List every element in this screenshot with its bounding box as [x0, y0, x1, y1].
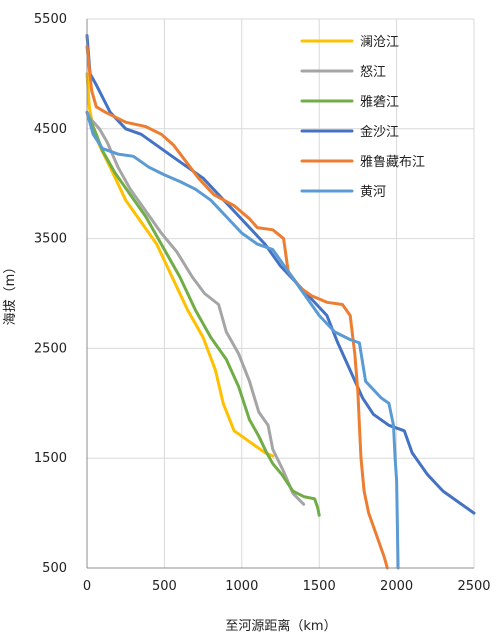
series-line-4	[85, 45, 389, 570]
x-tick-label-3: 1500	[303, 579, 336, 594]
x-tick-label-5: 2500	[457, 579, 490, 594]
y-tick-label-1: 1500	[34, 451, 67, 466]
x-tick-label-2: 1000	[225, 579, 258, 594]
series-line-5	[85, 110, 400, 570]
series-line-0	[85, 72, 275, 458]
y-axis-title: 海拔（m）	[3, 261, 18, 326]
legend-label-0: 澜沧江	[360, 34, 399, 50]
axes	[86, 19, 474, 569]
y-tick-label-0: 500	[42, 561, 67, 576]
x-axis-title: 至河源距离（km）	[225, 618, 336, 634]
legend-label-5: 黄河	[360, 185, 386, 200]
y-tick-label-4: 4500	[34, 122, 67, 137]
legend-label-2: 雅砻江	[360, 95, 399, 110]
legend-label-3: 金沙江	[360, 124, 399, 140]
tick-labels: 0 500 1000 1500 2000 2500 500 1500 2500 3500 4500 5…	[34, 12, 491, 594]
x-tick-label-1: 500	[152, 579, 177, 594]
legend-label-1: 怒江	[360, 65, 386, 80]
y-tick-label-3: 3500	[34, 232, 67, 247]
y-tick-label-5: 5500	[34, 12, 67, 27]
gridlines	[86, 18, 475, 569]
x-tick-label-0: 0	[83, 579, 91, 594]
x-tick-label-4: 2000	[380, 579, 413, 594]
series-lines	[85, 34, 476, 570]
y-tick-label-2: 2500	[34, 341, 67, 356]
series-line-3	[85, 34, 476, 515]
series-line-2	[85, 110, 321, 517]
legend-label-4: 雅鲁藏布江	[360, 155, 425, 170]
